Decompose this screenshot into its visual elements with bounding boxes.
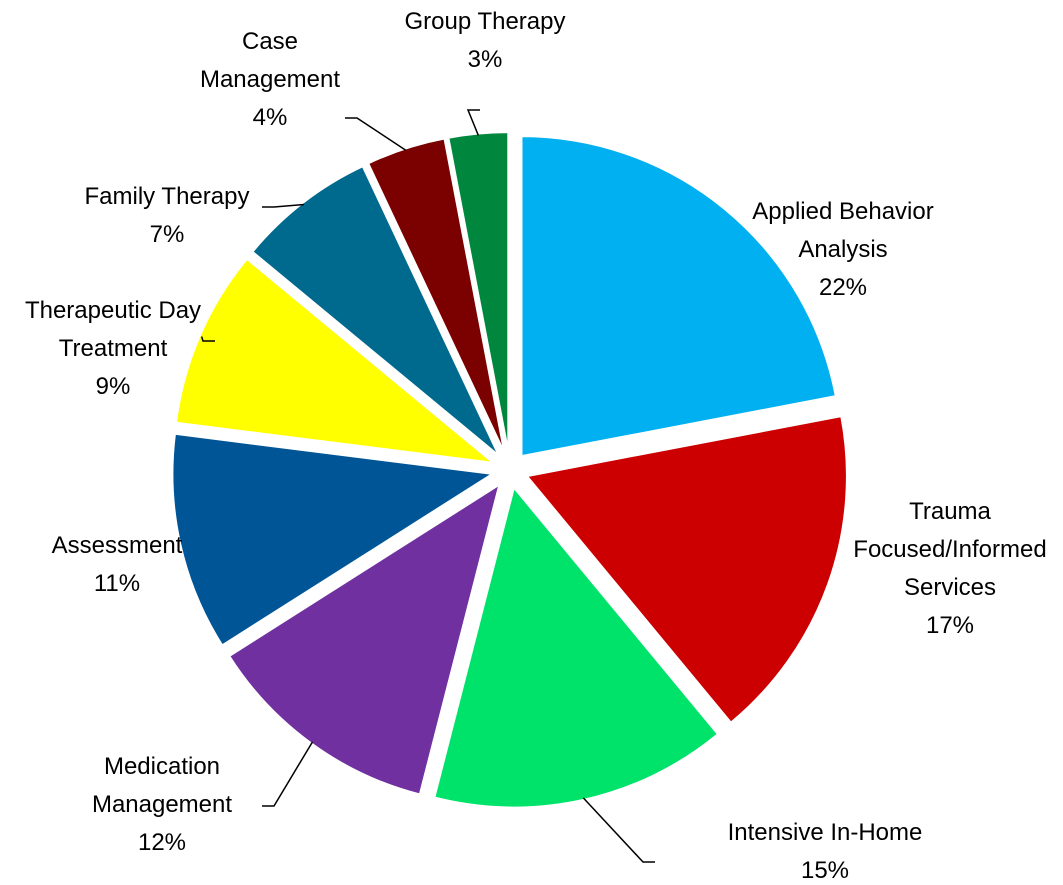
slice-category-label: Therapeutic Day Treatment xyxy=(24,297,202,362)
leader-line xyxy=(466,109,480,136)
leader-line xyxy=(345,117,407,152)
slice-value-label: 17% xyxy=(925,612,975,639)
slice-category-label: Assessment xyxy=(51,532,183,559)
pie-slice xyxy=(433,485,720,809)
slice-value-label: 22% xyxy=(818,274,868,301)
slice-value-label: 7% xyxy=(149,221,185,248)
leader-line xyxy=(262,741,314,807)
pie-slice xyxy=(520,135,837,458)
slice-value-label: 11% xyxy=(93,570,141,597)
slice-category-label: Trauma Focused/Informed Services xyxy=(853,498,1047,601)
leader-line xyxy=(262,203,305,208)
slice-label: Family Therapy 7% xyxy=(62,178,272,254)
slice-category-label: Intensive In-Home xyxy=(727,819,923,846)
slice-label: Therapeutic Day Treatment 9% xyxy=(3,292,223,406)
pie-slice xyxy=(174,257,497,465)
slice-value-label: 12% xyxy=(137,829,187,856)
slice-label: Case Management 4% xyxy=(175,23,365,137)
slice-category-label: Medication Management xyxy=(91,753,233,818)
pie-slice xyxy=(250,164,500,457)
leader-line xyxy=(582,797,655,863)
slice-value-label: 3% xyxy=(467,46,503,73)
slice-category-label: Case Management xyxy=(199,28,341,93)
slice-label: Intensive In-Home 15% xyxy=(685,814,965,885)
slice-label: Applied Behavior Analysis 22% xyxy=(723,193,963,307)
slice-value-label: 15% xyxy=(800,857,850,884)
slice-category-label: Family Therapy xyxy=(84,183,250,210)
pie-slice xyxy=(171,432,496,647)
slice-label: Group Therapy 3% xyxy=(370,3,600,79)
slice-label: Assessment 11% xyxy=(17,527,217,603)
slice-value-label: 4% xyxy=(252,104,288,131)
slice-label: Trauma Focused/Informed Services 17% xyxy=(843,493,1058,645)
slice-category-label: Group Therapy xyxy=(404,8,566,35)
pie-slice xyxy=(366,137,506,454)
leader-line xyxy=(200,336,215,342)
pie-slice xyxy=(525,414,848,725)
slice-label: Medication Management 12% xyxy=(67,748,257,862)
slice-category-label: Applied Behavior Analysis xyxy=(752,198,934,263)
slice-value-label: 9% xyxy=(95,373,131,400)
